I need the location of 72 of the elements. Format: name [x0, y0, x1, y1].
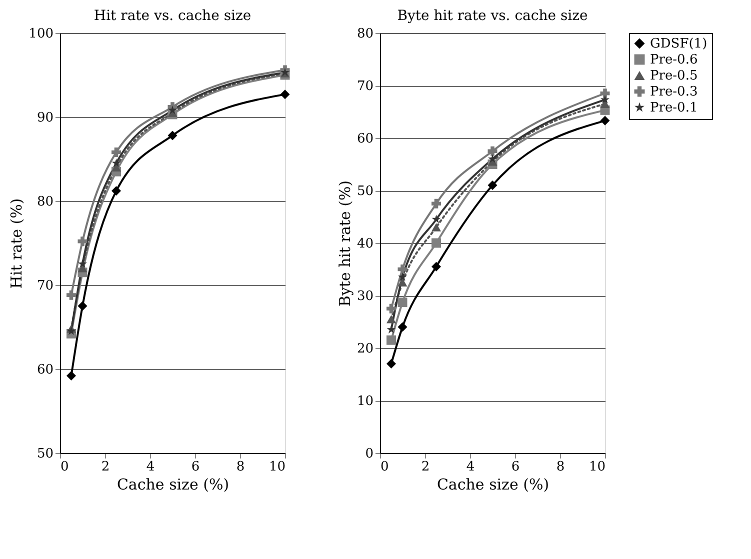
legend-label: Pre-0.1 [650, 100, 698, 116]
x-tick-label: 4 [466, 460, 475, 474]
chart-title: Byte hit rate vs. cache size [397, 8, 588, 24]
point [78, 264, 88, 272]
point [432, 214, 441, 224]
point [432, 198, 441, 208]
point [280, 90, 290, 100]
point [600, 88, 610, 98]
x-tick-label: 6 [511, 460, 520, 474]
legend-label: Pre-0.3 [650, 84, 698, 100]
y-tick-label: 100 [28, 26, 54, 42]
y-tick-label: 0 [365, 446, 374, 462]
point [386, 304, 396, 314]
point [386, 359, 396, 368]
point [168, 130, 178, 140]
point [398, 322, 408, 332]
point [112, 148, 121, 158]
y-tick-label: 60 [36, 362, 54, 378]
point [488, 146, 498, 156]
y-tick-label: 30 [356, 289, 374, 304]
point [66, 370, 76, 380]
point [78, 236, 88, 246]
legend-label: GDSF(1) [650, 36, 708, 52]
point [600, 116, 610, 126]
x-tick-label: 4 [146, 460, 155, 474]
y-axis-title: Hit rate (%) [8, 198, 26, 289]
x-tick-label: 2 [101, 460, 110, 474]
y-tick-label: 80 [356, 26, 374, 42]
y-tick-label: 80 [36, 194, 54, 210]
point [168, 106, 178, 114]
y-tick-label: 40 [356, 236, 374, 252]
point [112, 158, 121, 168]
x-tick-label: 0 [60, 460, 69, 474]
point [398, 264, 408, 274]
legend-label: Pre-0.5 [650, 68, 698, 84]
point [432, 238, 441, 248]
x-tick-label: 6 [191, 460, 200, 474]
y-tick-label: 20 [356, 342, 374, 356]
x-tick-label: 2 [421, 460, 430, 474]
x-tick-label: 0 [380, 460, 389, 474]
point [386, 315, 396, 324]
y-axis-title: Byte hit rate (%) [336, 180, 354, 307]
x-tick-label: 8 [236, 460, 245, 474]
point [112, 186, 121, 196]
point [398, 272, 408, 281]
x-tick-label: 10 [588, 460, 606, 474]
chart-title: Hit rate vs. cache size [94, 8, 252, 24]
x-tick-label: 10 [268, 460, 286, 474]
point [66, 326, 76, 336]
point [386, 324, 396, 334]
y-tick-label: 90 [36, 110, 54, 126]
point [398, 278, 408, 286]
y-tick-label: 70 [356, 79, 374, 94]
legend-label: Pre-0.6 [650, 52, 698, 68]
y-tick-label: 60 [356, 132, 374, 146]
point [78, 259, 88, 268]
point [386, 335, 396, 345]
point [432, 262, 441, 272]
y-tick-label: 10 [356, 394, 374, 409]
x-axis-title: Cache size (%) [436, 476, 550, 494]
x-axis-title: Cache size (%) [116, 476, 230, 494]
point [398, 298, 408, 308]
point [488, 154, 498, 163]
point [78, 301, 88, 311]
point [432, 223, 441, 232]
point [66, 290, 76, 300]
x-tick-label: 8 [556, 460, 565, 474]
y-tick-label: 50 [36, 446, 54, 462]
y-tick-label: 50 [356, 184, 374, 199]
point [600, 94, 610, 104]
point [488, 180, 498, 190]
y-tick-label: 70 [36, 278, 54, 294]
